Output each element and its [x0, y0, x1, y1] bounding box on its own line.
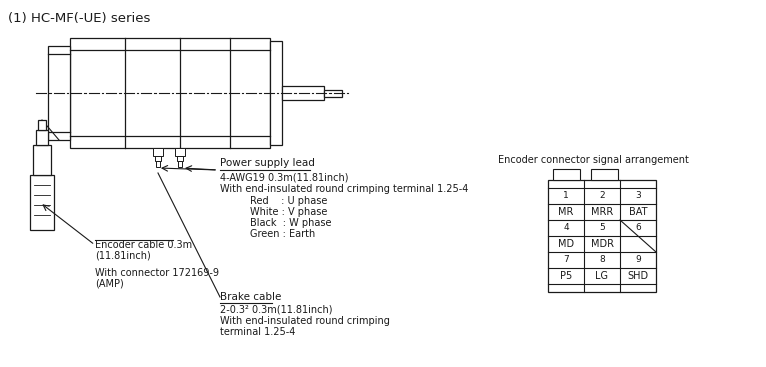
Text: Power supply lead: Power supply lead — [220, 158, 315, 168]
Text: With connector 172169-9: With connector 172169-9 — [95, 268, 219, 278]
Text: MRR: MRR — [591, 207, 613, 217]
Bar — [282, 86, 324, 100]
Bar — [324, 90, 342, 97]
Bar — [548, 180, 656, 292]
Text: 5: 5 — [599, 224, 605, 233]
Text: 7: 7 — [563, 255, 569, 265]
Bar — [270, 41, 282, 145]
Text: 2-0.3² 0.3m(11.81inch): 2-0.3² 0.3m(11.81inch) — [220, 305, 332, 315]
Bar — [33, 145, 51, 175]
Bar — [156, 161, 160, 167]
Text: (1) HC-MF(-UE) series: (1) HC-MF(-UE) series — [8, 12, 150, 25]
Text: Encoder connector signal arrangement: Encoder connector signal arrangement — [498, 155, 689, 165]
Text: 4-AWG19 0.3m(11.81inch): 4-AWG19 0.3m(11.81inch) — [220, 173, 349, 183]
Bar — [30, 175, 54, 230]
Text: Green : Earth: Green : Earth — [250, 229, 316, 239]
Text: (AMP): (AMP) — [95, 279, 124, 289]
Text: BAT: BAT — [629, 207, 647, 217]
Text: MR: MR — [558, 207, 574, 217]
Bar — [155, 156, 161, 161]
Text: Encoder cable 0.3m: Encoder cable 0.3m — [95, 240, 192, 250]
Text: 3: 3 — [635, 192, 641, 200]
Text: 4: 4 — [563, 224, 569, 233]
Bar — [175, 148, 185, 156]
Bar — [153, 148, 163, 156]
Text: 9: 9 — [635, 255, 641, 265]
Text: LG: LG — [595, 271, 608, 281]
Text: (11.81inch): (11.81inch) — [95, 251, 151, 261]
Text: With end-insulated round crimping terminal 1.25-4: With end-insulated round crimping termin… — [220, 184, 468, 194]
Bar — [48, 46, 70, 140]
Text: terminal 1.25-4: terminal 1.25-4 — [220, 327, 296, 337]
Bar — [178, 161, 182, 167]
Text: Brake cable: Brake cable — [220, 292, 281, 302]
Text: 8: 8 — [599, 255, 605, 265]
Text: P5: P5 — [560, 271, 572, 281]
Bar — [591, 169, 617, 180]
Text: 6: 6 — [635, 224, 641, 233]
Text: Black  : W phase: Black : W phase — [250, 218, 332, 228]
Bar — [552, 169, 580, 180]
Text: Red    : U phase: Red : U phase — [250, 196, 327, 206]
Text: 1: 1 — [563, 192, 569, 200]
Bar — [177, 156, 183, 161]
Text: MDR: MDR — [591, 239, 614, 249]
Text: MD: MD — [558, 239, 574, 249]
Text: SHD: SHD — [627, 271, 649, 281]
Bar — [36, 130, 48, 145]
Text: With end-insulated round crimping: With end-insulated round crimping — [220, 316, 390, 326]
Text: White : V phase: White : V phase — [250, 207, 327, 217]
Bar — [70, 38, 270, 148]
Bar — [548, 164, 656, 169]
Bar — [38, 120, 46, 130]
Text: 2: 2 — [599, 192, 605, 200]
